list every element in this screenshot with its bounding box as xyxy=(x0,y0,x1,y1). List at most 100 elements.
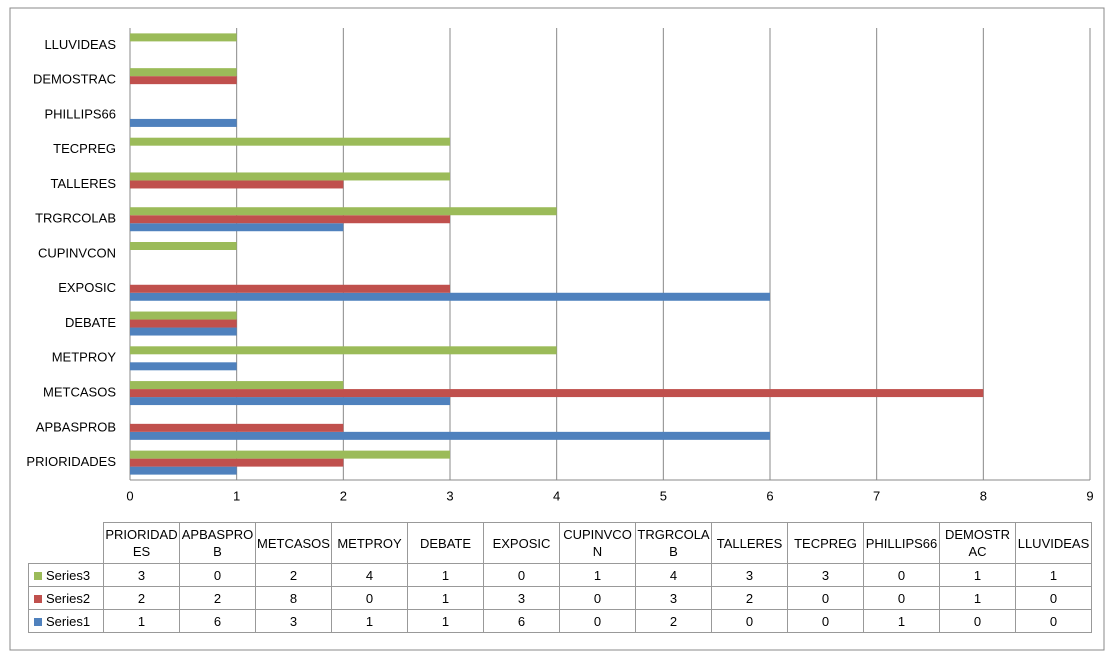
y-tick-label: TECPREG xyxy=(53,141,116,156)
data-table: PRIORIDADES APBASPROB METCASOS METPROY DEBAT… xyxy=(28,522,1092,633)
bar xyxy=(130,33,237,42)
table-cell: 2 xyxy=(635,609,712,633)
table-cell: 0 xyxy=(711,609,788,633)
table-cell: 2 xyxy=(103,586,180,610)
table-cell: 2 xyxy=(711,586,788,610)
table-cell: 1 xyxy=(103,609,180,633)
table-cell: 0 xyxy=(863,586,940,610)
table-header: DEBATE xyxy=(407,522,484,564)
y-tick-label: LLUVIDEAS xyxy=(44,37,116,52)
bar xyxy=(130,397,450,406)
y-tick-label: TALLERES xyxy=(50,176,116,191)
table-cell: 1 xyxy=(407,609,484,633)
table-cell: 0 xyxy=(559,586,636,610)
bar xyxy=(130,362,237,371)
bar xyxy=(130,242,237,250)
bar xyxy=(130,431,770,440)
bar xyxy=(130,450,450,459)
legend-swatch xyxy=(34,617,42,626)
bar xyxy=(130,423,344,432)
table-cell: 2 xyxy=(179,586,256,610)
bar xyxy=(130,327,237,336)
table-header: TALLERES xyxy=(711,522,788,564)
table-cell: 3 xyxy=(255,609,332,633)
bar xyxy=(130,223,344,232)
table-cell: 3 xyxy=(103,563,180,587)
x-tick-label: 9 xyxy=(1086,488,1093,503)
y-tick-label: METPROY xyxy=(52,350,117,365)
table-cell: 0 xyxy=(787,586,864,610)
table-header-row: PRIORIDADES APBASPROB METCASOS METPROY DEBAT… xyxy=(28,522,1092,564)
bar xyxy=(130,68,237,77)
table-cell: 3 xyxy=(635,586,712,610)
legend-label: Series1 xyxy=(46,613,91,629)
bar xyxy=(130,319,237,328)
table-cell: 3 xyxy=(787,563,864,587)
bar xyxy=(130,346,557,355)
table-cell: 4 xyxy=(331,563,408,587)
bar xyxy=(130,292,770,301)
table-header: APBASPROB xyxy=(179,522,256,564)
table-cell: 2 xyxy=(255,563,332,587)
x-tick-label: 8 xyxy=(980,488,987,503)
table-cell: 1 xyxy=(863,609,940,633)
y-tick-label: DEBATE xyxy=(65,315,116,330)
table-cell: 0 xyxy=(863,563,940,587)
table-cell: 0 xyxy=(1015,586,1092,610)
y-tick-label: PHILLIPS66 xyxy=(44,106,116,121)
bar xyxy=(130,389,984,398)
table-cell: 0 xyxy=(1015,609,1092,633)
table-cell: 4 xyxy=(635,563,712,587)
table-header: CUPINVCON xyxy=(559,522,636,564)
bar xyxy=(130,466,237,475)
legend-entry: Series1 xyxy=(28,609,104,633)
y-tick-label: PRIORIDADES xyxy=(26,454,116,469)
table-cell: 0 xyxy=(179,563,256,587)
bar xyxy=(130,381,344,390)
table-header: METCASOS xyxy=(255,522,332,564)
x-tick-label: 3 xyxy=(446,488,453,503)
table-cell: 0 xyxy=(483,563,560,587)
table-cell: 1 xyxy=(1015,563,1092,587)
legend-entry: Series2 xyxy=(28,586,104,610)
table-row: Series1 1 6 3 1 1 6 0 2 0 0 1 0 0 xyxy=(28,609,1092,633)
table-corner xyxy=(28,522,104,564)
y-tick-label: DEMOSTRAC xyxy=(33,72,116,87)
table-header: PRIORIDADES xyxy=(103,522,180,564)
table-cell: 0 xyxy=(559,609,636,633)
legend-entry: Series3 xyxy=(28,563,104,587)
table-header: EXPOSIC xyxy=(483,522,560,564)
bar xyxy=(130,118,237,127)
table-header: METPROY xyxy=(331,522,408,564)
table-cell: 0 xyxy=(787,609,864,633)
bar xyxy=(130,458,344,467)
bar xyxy=(130,215,450,224)
table-cell: 1 xyxy=(559,563,636,587)
x-tick-label: 5 xyxy=(660,488,667,503)
legend-label: Series3 xyxy=(46,567,91,583)
table-cell: 1 xyxy=(939,563,1016,587)
table-row: Series3 3 0 2 4 1 0 1 4 3 3 0 1 1 xyxy=(28,563,1092,587)
bar xyxy=(130,180,344,189)
table-cell: 1 xyxy=(407,586,484,610)
bar xyxy=(130,137,450,146)
table-cell: 1 xyxy=(939,586,1016,610)
table-cell: 3 xyxy=(483,586,560,610)
y-tick-label: EXPOSIC xyxy=(58,280,116,295)
table-header: DEMOSTRAC xyxy=(939,522,1016,564)
x-tick-label: 7 xyxy=(873,488,880,503)
table-cell: 0 xyxy=(331,586,408,610)
table-cell: 6 xyxy=(483,609,560,633)
x-tick-label: 4 xyxy=(553,488,560,503)
y-tick-label: METCASOS xyxy=(43,385,116,400)
y-tick-label: TRGRCOLAB xyxy=(35,211,116,226)
table-header: TRGRCOLAB xyxy=(635,522,712,564)
legend-swatch xyxy=(34,594,42,603)
legend-swatch xyxy=(34,571,42,580)
bar xyxy=(130,76,237,85)
bar xyxy=(130,207,557,216)
table-cell: 8 xyxy=(255,586,332,610)
legend-label: Series2 xyxy=(46,590,91,606)
x-tick-label: 2 xyxy=(340,488,347,503)
